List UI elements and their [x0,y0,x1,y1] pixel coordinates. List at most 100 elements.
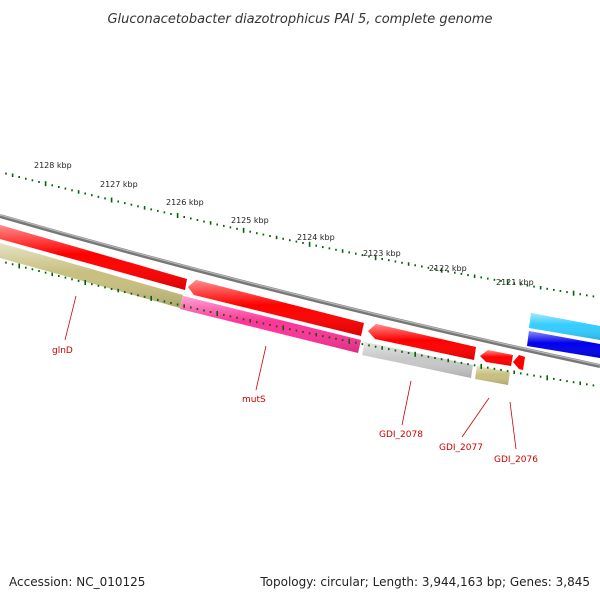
inner-ruler-tick [11,263,14,266]
outer-ruler-tick [473,274,476,278]
outer-ruler-tick [190,217,192,220]
outer-ruler-tick [572,290,575,296]
outer-ruler-tick [31,179,34,182]
inner-ruler-tick [467,363,469,366]
inner-ruler-tick [335,337,337,340]
outer-ruler-tick [282,237,284,240]
outer-ruler-tick [539,286,542,290]
outer-ruler-tick [64,187,67,190]
outer-ruler-tick [520,283,522,286]
reverse-red-arrow-3[interactable] [480,350,513,366]
inner-ruler-tick [236,316,238,319]
reverse-red-arrow-1[interactable] [188,280,364,336]
outer-ruler-tick [256,232,258,235]
inner-ruler-tick [493,367,496,370]
outer-ruler-tick [51,184,53,187]
inner-ruler-tick [315,333,317,337]
outer-ruler-tick [236,227,238,230]
accession-text: Accession: NC_010125 [9,575,145,589]
inner-ruler-tick [150,295,152,301]
gene-bar-gdi-2078[interactable] [362,342,473,378]
outer-ruler-tick [110,197,113,203]
inner-ruler-tick [355,341,357,344]
forward-red-feature[interactable] [0,225,187,290]
outer-ruler-tick [84,192,86,195]
inner-ruler-tick [394,349,397,352]
leader-line-gdi-2078 [401,380,412,426]
gene-label-gdi-2076[interactable]: GDI_2076 [494,455,538,465]
tick-label-2126: 2126 kbp [166,198,204,207]
reverse-red-arrow-2[interactable] [368,324,476,360]
inner-ruler-tick [348,338,350,344]
outer-ruler-tick [223,224,225,227]
outer-ruler-tick [170,213,172,215]
inner-ruler-tick [407,352,410,354]
outer-ruler-tick [361,254,364,257]
inner-ruler-tick [592,384,595,387]
inner-ruler-tick [559,379,562,381]
gene-label-gdi-2078[interactable]: GDI_2078 [379,430,423,440]
gene-arrow-gdi-2076[interactable] [513,355,525,370]
inner-ruler-tick [124,291,126,294]
tick-label-2121: 2121 kbp [496,278,534,287]
inner-ruler-tick [176,303,179,306]
inner-ruler-tick [97,284,100,287]
outer-ruler-tick [434,268,436,270]
tick-label-2125: 2125 kbp [231,216,269,225]
inner-ruler-tick [25,266,27,269]
inner-ruler-tick [77,279,80,282]
outer-ruler-tick [533,285,535,288]
gene-label-glnd[interactable]: glnD [52,346,73,356]
inner-ruler-tick [38,270,40,272]
outer-ruler-tick [289,239,291,242]
outer-ruler-tick [394,260,397,263]
inner-ruler-tick [223,313,225,316]
outer-ruler-tick [242,227,245,233]
leader-line-muts [255,345,267,391]
outer-ruler-tick [302,242,304,244]
genome-backbone [0,214,600,368]
genome-backbone-highlight [0,214,600,366]
outer-ruler-tick [355,252,357,255]
outer-ruler-tick [368,255,370,258]
inner-ruler-tick [183,304,185,308]
outer-ruler-tick [38,181,40,183]
inner-ruler-tick [196,308,199,310]
inner-ruler-tick [216,311,218,316]
inner-ruler-tick [361,343,364,346]
map-title: Gluconacetobacter diazotrophicus PAl 5, … [107,12,492,27]
blue-feature[interactable] [527,331,600,358]
cyan-feature[interactable] [529,313,600,340]
inner-ruler-tick [289,328,291,331]
outer-ruler-tick [407,262,410,266]
inner-ruler-tick [44,271,47,274]
outer-ruler-tick [295,240,298,243]
inner-ruler-tick [473,364,476,367]
gene-label-gdi-2077[interactable]: GDI_2077 [439,443,483,453]
inner-ruler-tick [440,358,443,361]
outer-ruler-tick [216,223,218,226]
tick-label-2123: 2123 kbp [363,249,401,258]
gene-bar-glnd[interactable] [0,243,183,308]
outer-ruler-tick [130,203,133,206]
outer-ruler-tick [91,194,93,197]
outer-ruler-tick [124,202,126,205]
tick-label-2128: 2128 kbp [34,161,72,170]
inner-ruler-tick [242,318,245,321]
outer-ruler-tick [447,270,449,273]
inner-ruler-tick [18,263,20,269]
gene-bar-gdi-2077[interactable] [475,366,510,385]
inner-ruler-tick [374,345,377,348]
outer-ruler-tick [44,181,47,187]
inner-ruler-tick [460,361,463,364]
outer-ruler-tick [249,230,251,233]
inner-ruler-tick [58,275,60,277]
outer-ruler-tick [335,248,337,251]
inner-ruler-tick [434,357,436,359]
inner-ruler-tick [275,325,278,328]
leader-line-gdi-2076 [509,401,517,450]
outer-ruler-tick [526,284,529,287]
gene-label-muts[interactable]: mutS [242,395,266,405]
outer-ruler-tick [493,278,496,281]
